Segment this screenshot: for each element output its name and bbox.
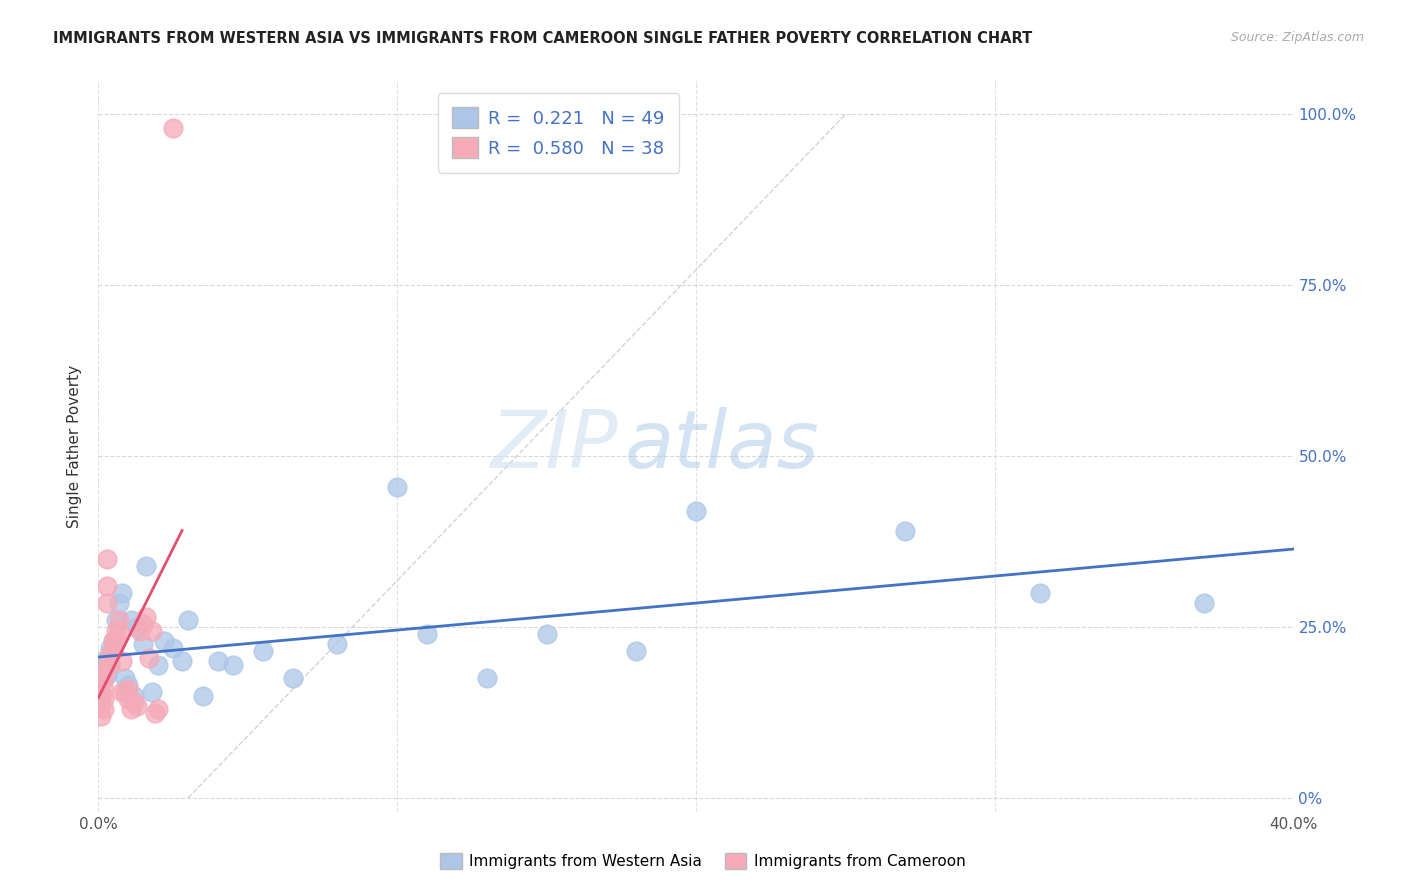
Point <box>141 685 163 699</box>
Point <box>90 674 112 689</box>
Point <box>120 702 142 716</box>
Point <box>93 692 115 706</box>
Point <box>93 672 115 686</box>
Text: ZIP: ZIP <box>491 407 619 485</box>
Point <box>98 648 122 662</box>
Point <box>111 685 134 699</box>
Point <box>98 648 122 662</box>
Point <box>132 637 155 651</box>
Point <box>105 613 128 627</box>
Point <box>1192 596 1215 610</box>
Point <box>108 613 131 627</box>
Point <box>93 654 115 668</box>
Point <box>90 668 112 682</box>
Point <box>117 681 139 696</box>
Point <box>172 654 194 668</box>
Point <box>90 698 112 713</box>
Point <box>475 672 498 686</box>
Point <box>90 657 112 672</box>
Point <box>93 661 115 675</box>
Point <box>207 654 229 668</box>
Point <box>96 651 118 665</box>
Point <box>894 524 917 539</box>
Point <box>90 668 112 682</box>
Point <box>129 624 152 638</box>
Point <box>281 672 304 686</box>
Point <box>1028 586 1050 600</box>
Point <box>222 657 245 672</box>
Point <box>96 596 118 610</box>
Point <box>93 672 115 686</box>
Legend: R =  0.221   N = 49, R =  0.580   N = 38: R = 0.221 N = 49, R = 0.580 N = 38 <box>437 93 679 172</box>
Point <box>138 651 160 665</box>
Point <box>93 657 115 672</box>
Point <box>93 681 115 696</box>
Point <box>191 689 214 703</box>
Point <box>177 613 200 627</box>
Point <box>90 672 112 686</box>
Point <box>93 665 115 679</box>
Point <box>162 640 184 655</box>
Point <box>153 633 176 648</box>
Point <box>114 685 136 699</box>
Point <box>135 610 157 624</box>
Point <box>120 613 142 627</box>
Point <box>132 616 155 631</box>
Point <box>96 657 118 672</box>
Point <box>127 620 149 634</box>
Point <box>127 698 149 713</box>
Point <box>626 644 648 658</box>
Legend: Immigrants from Western Asia, Immigrants from Cameroon: Immigrants from Western Asia, Immigrants… <box>434 847 972 875</box>
Point <box>96 668 118 682</box>
Point <box>96 665 118 679</box>
Point <box>96 579 118 593</box>
Point <box>96 551 118 566</box>
Point <box>90 709 112 723</box>
Point <box>114 672 136 686</box>
Point <box>103 640 125 655</box>
Point <box>105 633 128 648</box>
Point <box>117 692 139 706</box>
Point <box>103 633 125 648</box>
Point <box>90 665 112 679</box>
Y-axis label: Single Father Poverty: Single Father Poverty <box>67 365 83 527</box>
Point <box>98 657 122 672</box>
Point <box>98 640 122 655</box>
Point <box>135 558 157 573</box>
Point <box>103 644 125 658</box>
Point <box>93 702 115 716</box>
Point <box>162 121 184 136</box>
Point <box>90 661 112 675</box>
Point <box>90 692 112 706</box>
Point <box>685 504 707 518</box>
Point <box>111 654 134 668</box>
Point <box>326 637 349 651</box>
Point <box>103 633 125 648</box>
Point <box>90 685 112 699</box>
Point <box>98 657 122 672</box>
Point <box>143 706 166 720</box>
Point <box>117 678 139 692</box>
Point <box>416 627 439 641</box>
Point <box>148 657 170 672</box>
Point <box>108 624 131 638</box>
Point <box>252 644 274 658</box>
Text: Source: ZipAtlas.com: Source: ZipAtlas.com <box>1230 31 1364 45</box>
Point <box>124 689 146 703</box>
Point <box>148 702 170 716</box>
Text: atlas: atlas <box>624 407 820 485</box>
Point <box>111 586 134 600</box>
Point <box>105 624 128 638</box>
Point <box>385 480 409 494</box>
Point <box>108 596 131 610</box>
Point <box>141 624 163 638</box>
Text: IMMIGRANTS FROM WESTERN ASIA VS IMMIGRANTS FROM CAMEROON SINGLE FATHER POVERTY C: IMMIGRANTS FROM WESTERN ASIA VS IMMIGRAN… <box>53 31 1032 46</box>
Point <box>124 695 146 709</box>
Point <box>536 627 558 641</box>
